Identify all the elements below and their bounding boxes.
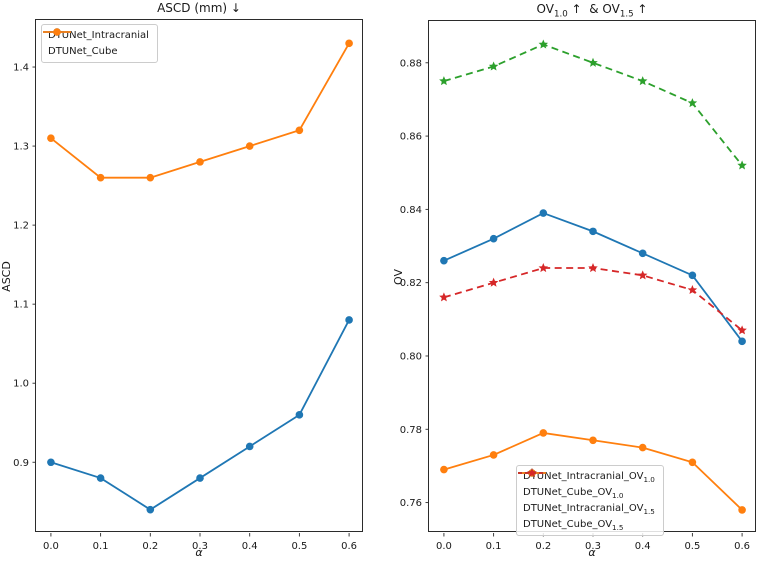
legend-label: DTUNet_Intracranial_OV1.0 xyxy=(523,471,655,484)
data-point-marker xyxy=(295,126,304,135)
data-point-marker xyxy=(47,458,55,467)
ov-chart-title: OV1.0 ↑ & OV1.5 ↑ xyxy=(536,2,648,20)
data-point-marker xyxy=(439,76,449,86)
legend-label: DTUNet_Cube_OV1.0 xyxy=(523,487,624,500)
x-tick-label: 0.6 xyxy=(734,541,750,552)
y-tick-label: 0.84 xyxy=(400,205,422,216)
x-tick-label: 0.4 xyxy=(635,541,651,552)
y-axis-label: ASCD xyxy=(0,261,13,292)
data-point-marker xyxy=(687,98,698,108)
data-point-marker xyxy=(489,451,498,459)
series-line xyxy=(443,267,743,332)
ascd-plot-area: 0.0 0.1 0.2 0.3 0.4 0.5 0.6 0.9 1.0 1.1 1.2 1.3 1.4 A… xyxy=(0,39,357,552)
data-point-marker xyxy=(345,316,353,324)
ov-plot-area: 0.0 0.1 0.2 0.3 0.4 0.5 0.6 0.76 0.78 0.80 0.82 0.8… xyxy=(392,39,750,552)
y-tick-label: 0.88 xyxy=(400,58,422,69)
x-tick-label: 0.5 xyxy=(684,541,700,552)
data-point-marker xyxy=(539,209,548,217)
y-axis-label: OV xyxy=(392,269,405,285)
ascd-chart-title: ASCD (mm) ↓ xyxy=(157,1,241,15)
data-point-marker xyxy=(96,474,105,482)
y-tick-label: 0.86 xyxy=(400,132,422,143)
x-tick-label: 0.1 xyxy=(486,541,502,552)
legend-label: DTUNet_Cube_OV1.5 xyxy=(523,519,624,532)
x-tick-label: 0.4 xyxy=(242,541,258,552)
legend-label: DTUNet_Intracranial xyxy=(48,30,149,41)
legend-label: DTUNet_Cube xyxy=(48,46,118,57)
data-point-marker xyxy=(245,442,254,451)
x-tick-label: 0.3 xyxy=(585,541,601,552)
legend-item: DTUNet_Cube xyxy=(43,28,149,59)
data-point-marker xyxy=(295,411,304,419)
data-point-marker xyxy=(47,134,55,142)
y-tick-label: 1.0 xyxy=(13,379,29,390)
y-tick-label: 1.2 xyxy=(13,221,29,232)
y-tick-label: 1.3 xyxy=(13,142,29,153)
legend-label: DTUNet_Intracranial_OV1.5 xyxy=(523,503,655,516)
legend-item: DTUNet_Intracranial_OV1.5 xyxy=(518,468,655,516)
data-point-marker xyxy=(538,263,549,273)
data-point-marker xyxy=(345,39,353,48)
ov-x-axis-label: α xyxy=(588,546,596,559)
data-point-marker xyxy=(687,285,698,295)
data-point-marker xyxy=(637,270,648,280)
data-point-marker xyxy=(527,468,537,478)
data-point-marker xyxy=(146,505,155,514)
y-tick-label: 0.9 xyxy=(13,458,29,469)
x-tick-label: 0.2 xyxy=(142,541,158,552)
x-tick-label: 0.6 xyxy=(341,541,357,552)
data-point-marker xyxy=(589,227,597,236)
data-point-marker xyxy=(440,256,448,265)
y-tick-label: 0.82 xyxy=(400,278,422,289)
data-point-marker xyxy=(53,28,61,36)
data-point-marker xyxy=(638,443,647,452)
data-point-marker xyxy=(440,465,448,474)
x-tick-label: 0.1 xyxy=(93,541,109,552)
data-point-marker xyxy=(737,325,747,335)
data-point-marker xyxy=(96,173,105,182)
y-tick-label: 0.78 xyxy=(400,425,422,436)
series-line xyxy=(50,42,350,179)
x-tick-label: 0.0 xyxy=(436,541,452,552)
data-point-marker xyxy=(539,429,548,437)
x-tick-label: 0.3 xyxy=(192,541,208,552)
data-point-marker xyxy=(245,142,254,150)
data-point-marker xyxy=(196,158,204,166)
data-point-marker xyxy=(637,76,648,86)
x-tick-label: 0.5 xyxy=(291,541,307,552)
data-point-marker xyxy=(146,173,155,182)
data-point-marker xyxy=(439,292,449,302)
data-point-marker xyxy=(688,458,697,467)
data-point-marker xyxy=(638,249,647,258)
data-point-marker xyxy=(196,474,204,482)
data-point-marker xyxy=(588,263,598,273)
x-tick-label: 0.0 xyxy=(43,541,59,552)
y-tick-label: 1.4 xyxy=(13,63,29,74)
data-point-marker xyxy=(488,277,499,287)
ov-axes: 0.0 0.1 0.2 0.3 0.4 0.5 0.6 0.76 0.78 0.80 0.82 0.8… xyxy=(392,20,756,552)
data-point-marker xyxy=(589,436,597,445)
ascd-axes: 0.0 0.1 0.2 0.3 0.4 0.5 0.6 0.9 1.0 1.1 1.2 1.3 1.4 A… xyxy=(0,19,363,552)
legend-item: DTUNet_Cube_OV1.0 xyxy=(518,469,655,500)
y-tick-label: 1.1 xyxy=(13,300,29,311)
data-point-marker xyxy=(538,39,549,49)
data-point-marker xyxy=(489,234,498,243)
y-tick-label: 0.80 xyxy=(400,351,422,362)
x-tick-label: 0.2 xyxy=(535,541,551,552)
ascd-x-axis-label: α xyxy=(195,546,203,559)
data-point-marker xyxy=(738,506,746,514)
data-point-marker xyxy=(488,61,499,71)
data-point-marker xyxy=(737,160,747,170)
legend-sample xyxy=(43,28,71,36)
ascd-legend: DTUNet_Intracranial DTUNet_Cube xyxy=(41,24,158,63)
data-point-marker xyxy=(688,271,697,280)
data-point-marker xyxy=(588,57,598,67)
data-point-marker xyxy=(738,337,746,346)
y-tick-label: 0.76 xyxy=(400,498,422,509)
legend-sample xyxy=(518,468,546,478)
legend-item: DTUNet_Cube_OV1.5 xyxy=(518,468,655,532)
ov-legend: DTUNet_Intracranial_OV1.0 DTUNet_Cube_OV1… xyxy=(516,465,664,536)
